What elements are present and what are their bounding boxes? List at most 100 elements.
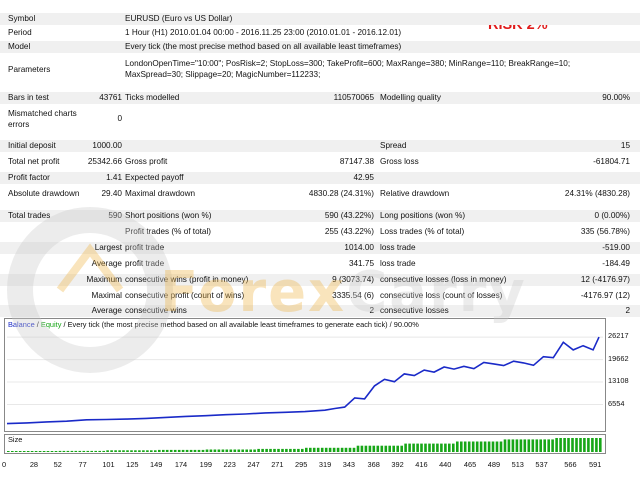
- size-bar: [507, 439, 511, 452]
- maximal-label: Maximal: [91, 291, 122, 300]
- size-bar: [535, 439, 539, 452]
- largest-label: Largest: [94, 243, 122, 252]
- size-bar: [432, 443, 435, 452]
- size-bar: [281, 448, 284, 452]
- drawdown-row: Absolute drawdown 29.40 Maximal drawdown…: [0, 188, 640, 200]
- size-bar: [7, 451, 10, 452]
- payoff-label: Expected payoff: [125, 173, 184, 182]
- size-bar: [531, 439, 535, 452]
- size-bar: [436, 443, 439, 452]
- size-bar: [90, 450, 93, 452]
- size-bar: [392, 445, 395, 452]
- x-tick-label: 537: [535, 460, 548, 469]
- ltrades-value: 335 (56.78%): [580, 227, 630, 236]
- legend-description: / Every tick (the most precise method ba…: [61, 320, 419, 329]
- payoff-value: 42.95: [353, 173, 375, 182]
- x-tick-label: 295: [295, 460, 308, 469]
- size-bar: [479, 441, 483, 452]
- size-bar: [289, 448, 292, 452]
- size-bar: [499, 441, 503, 452]
- absdd-value: 29.40: [101, 189, 123, 198]
- size-bar: [22, 451, 26, 452]
- model-row: Model Every tick (the most precise metho…: [0, 41, 640, 53]
- size-bar: [225, 449, 229, 452]
- size-bar: [412, 443, 415, 452]
- x-tick-label: 247: [247, 460, 260, 469]
- size-bar: [448, 443, 451, 452]
- size-bar: [86, 450, 90, 452]
- size-bar: [368, 445, 372, 452]
- size-bar: [42, 451, 46, 452]
- model-value: Every tick (the most precise method base…: [125, 42, 402, 51]
- x-tick-label: 223: [223, 460, 236, 469]
- size-bar: [38, 451, 42, 452]
- short-label: Short positions (won %): [125, 211, 212, 220]
- short-value: 590 (43.22%): [324, 211, 374, 220]
- maxcl-label: consecutive losses (loss in money): [380, 275, 507, 284]
- trades-value: 590: [108, 211, 122, 220]
- maxdd-value: 4830.28 (24.31%): [308, 189, 374, 198]
- y-tick-label: 6554: [608, 398, 625, 408]
- size-bar: [460, 441, 463, 452]
- size-bar: [237, 449, 241, 452]
- size-bar: [126, 450, 129, 452]
- parameters-row: Parameters LondonOpenTime="10:00"; PosRi…: [0, 58, 640, 82]
- size-bar: [26, 451, 30, 452]
- size-bar: [587, 438, 590, 452]
- size-bar: [571, 438, 574, 452]
- x-tick-label: 591: [589, 460, 602, 469]
- deposit-value: 1000.00: [92, 141, 122, 150]
- size-bar: [54, 451, 58, 452]
- y-tick-label: 13108: [608, 376, 629, 386]
- spread-label: Spread: [380, 141, 407, 150]
- size-label: Size: [8, 435, 23, 444]
- x-tick-label: 319: [318, 460, 332, 469]
- size-bar: [463, 441, 467, 452]
- size-bar: [229, 449, 233, 452]
- size-bar: [328, 447, 332, 452]
- size-bar: [233, 449, 237, 452]
- x-tick-label: 174: [174, 460, 188, 469]
- size-bar: [158, 449, 161, 452]
- size-bar: [197, 449, 201, 452]
- largest-row: Largest profit trade 1014.00 loss trade …: [0, 242, 640, 254]
- balance-series-line: [6, 336, 600, 425]
- x-tick-label: 149: [150, 460, 163, 469]
- size-bar: [122, 450, 125, 452]
- x-tick-label: 271: [271, 460, 284, 469]
- bars-row: Bars in test 43761 Ticks modelled 110570…: [0, 92, 640, 104]
- size-bar: [213, 449, 217, 452]
- y-tick-label: 19662: [608, 353, 629, 363]
- avgcw-label: consecutive wins: [125, 306, 187, 315]
- size-bar: [332, 447, 336, 452]
- period-value: 1 Hour (H1) 2010.01.04 00:00 - 2016.11.2…: [125, 28, 402, 37]
- size-panel: Size: [4, 434, 606, 454]
- size-bar: [595, 438, 598, 452]
- x-tick-label: 440: [439, 460, 452, 469]
- x-axis-labels: 0 28 52 77 101 125 149 174 199 223 247 271 295 319 343…: [0, 458, 640, 472]
- mismatch-row: Mismatched charts errors 0: [0, 108, 640, 130]
- size-bar: [94, 450, 97, 452]
- size-bar: [348, 447, 352, 452]
- size-bar: [320, 447, 324, 452]
- size-bar: [491, 441, 495, 452]
- size-bar: [193, 449, 197, 452]
- long-value: 0 (0.00%): [594, 211, 631, 220]
- size-bar: [205, 449, 209, 452]
- size-bar: [424, 443, 427, 452]
- netprofit-row: Total net profit 25342.66 Gross profit 8…: [0, 156, 640, 168]
- average-loss-label: loss trade: [380, 259, 416, 268]
- legend-equity: Equity: [40, 320, 62, 329]
- legend-separator: /: [34, 320, 41, 329]
- maximal-row: Maximal consecutive profit (count of win…: [0, 290, 640, 302]
- size-bar: [539, 439, 542, 452]
- size-bar: [138, 450, 141, 452]
- size-bar: [388, 445, 391, 452]
- grossloss-label: Gross loss: [380, 157, 419, 166]
- size-bar: [555, 438, 558, 452]
- size-bar: [301, 448, 304, 452]
- size-bar: [364, 445, 368, 452]
- parameters-label: Parameters: [8, 65, 51, 74]
- symbol-label: Symbol: [8, 14, 36, 23]
- backtest-report: RISK 2% Symbol EURUSD (Euro vs US Dollar…: [0, 13, 640, 317]
